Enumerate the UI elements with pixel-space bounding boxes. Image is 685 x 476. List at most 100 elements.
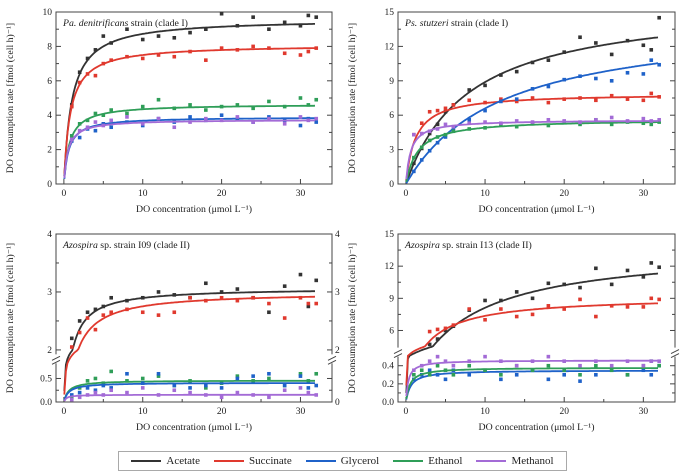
x-axis-label: DO concentration (μmol L⁻¹)	[136, 422, 252, 433]
data-point-succinate	[314, 46, 319, 50]
data-point-succinate	[101, 313, 106, 317]
data-point-glycerol	[93, 388, 98, 393]
data-point-succinate	[306, 49, 311, 54]
data-point-acetate	[546, 281, 551, 286]
data-point-ethanol	[609, 122, 614, 127]
data-point-acetate	[443, 328, 448, 333]
data-point-succinate	[172, 310, 177, 315]
data-point-glycerol	[235, 376, 240, 381]
data-point-ethanol	[412, 372, 416, 377]
data-point-acetate	[85, 310, 90, 315]
fit-curve-acetate	[405, 272, 659, 394]
data-point-succinate	[562, 307, 566, 311]
data-point-methanol	[609, 115, 614, 120]
data-point-succinate	[427, 109, 432, 114]
data-point-methanol	[267, 116, 271, 121]
y-tick-label: 2	[47, 146, 52, 156]
fit-curve-methanol	[405, 359, 658, 397]
legend: Acetate Succinate Glycerol Ethanol Methanol	[118, 451, 567, 471]
y-tick-label: 6	[47, 77, 52, 87]
data-point-methanol	[657, 117, 661, 122]
data-point-ethanol	[609, 368, 614, 373]
legend-line-glycerol-icon	[305, 460, 336, 462]
data-point-methanol	[467, 121, 472, 126]
data-point-methanol	[109, 388, 113, 393]
data-point-ethanol	[251, 106, 255, 111]
data-point-acetate	[282, 20, 287, 25]
data-point-succinate	[251, 44, 255, 49]
data-point-ethanol	[125, 379, 129, 383]
data-point-succinate	[499, 97, 503, 101]
data-point-acetate	[93, 307, 98, 312]
data-point-ethanol	[530, 368, 535, 373]
data-point-glycerol	[467, 372, 472, 377]
axis-break-icon	[327, 355, 337, 361]
data-point-ethanol	[306, 103, 311, 107]
fit-curve-succinate	[63, 47, 315, 176]
x-tick-label: 10	[138, 407, 148, 417]
data-point-succinate	[85, 316, 90, 320]
data-point-glycerol	[443, 377, 448, 382]
data-point-succinate	[235, 298, 240, 303]
axis-break-icon	[393, 349, 403, 355]
data-point-ethanol	[298, 96, 303, 100]
data-point-succinate	[282, 51, 287, 56]
data-point-succinate	[435, 108, 440, 113]
data-point-methanol	[314, 116, 319, 121]
data-point-acetate	[251, 15, 255, 19]
data-point-succinate	[204, 58, 208, 62]
y-tick-label: 3	[47, 288, 52, 298]
data-point-glycerol	[156, 371, 161, 376]
x-tick-label: 30	[296, 189, 306, 199]
series-glycerol	[63, 371, 319, 401]
data-point-ethanol	[267, 376, 271, 381]
data-point-ethanol	[594, 363, 598, 368]
data-point-ethanol	[499, 372, 503, 377]
data-point-glycerol	[267, 371, 271, 376]
data-point-glycerol	[499, 377, 503, 382]
data-point-ethanol	[467, 363, 472, 368]
axis-break-icon	[670, 349, 680, 355]
y-right-tick-label: 2	[335, 346, 340, 356]
y-axis-label: DO consumption rate [fmol (cell h)⁻¹]	[347, 243, 358, 393]
data-point-acetate	[235, 287, 240, 291]
data-point-succinate	[140, 310, 145, 315]
subplot-azospira-i13: 0 10 20 30 0.0 0.2 0.4 6 9 12 15 Azospira sp. strai…	[342, 228, 685, 446]
legend-row: Acetate Succinate Glycerol Ethanol Methanol	[0, 446, 685, 476]
data-point-methanol	[69, 397, 74, 402]
legend-item-ethanol: Ethanol	[393, 455, 462, 467]
data-point-acetate	[514, 290, 519, 294]
data-point-glycerol	[514, 97, 519, 101]
y-tick-label: 8	[47, 42, 52, 52]
data-point-ethanol	[483, 368, 487, 373]
data-point-methanol	[282, 388, 287, 393]
fit-curve-succinate	[405, 95, 658, 181]
series-succinate	[405, 296, 661, 386]
data-point-methanol	[451, 124, 456, 129]
data-point-succinate	[435, 327, 440, 332]
x-tick-label: 10	[138, 189, 148, 199]
data-point-acetate	[204, 27, 208, 31]
data-point-acetate	[140, 37, 145, 42]
data-point-succinate	[609, 93, 614, 98]
data-point-methanol	[93, 120, 98, 124]
y-right-tick-label: 4	[335, 230, 340, 240]
fit-curve-ethanol	[63, 104, 316, 179]
data-point-acetate	[314, 278, 319, 283]
data-point-acetate	[156, 34, 161, 38]
data-point-succinate	[594, 98, 598, 103]
subplot-title: Ps. stutzeri strain (clade I)	[404, 18, 508, 29]
data-point-methanol	[641, 363, 646, 368]
legend-item-glycerol: Glycerol	[305, 455, 379, 467]
data-point-glycerol	[649, 372, 654, 377]
data-point-glycerol	[93, 128, 98, 133]
data-point-glycerol	[109, 125, 113, 130]
data-point-succinate	[499, 307, 503, 311]
data-point-succinate	[467, 98, 472, 103]
data-point-acetate	[499, 73, 503, 77]
data-point-glycerol	[77, 135, 82, 140]
data-point-methanol	[298, 115, 303, 119]
data-point-glycerol	[657, 62, 661, 67]
data-point-acetate	[172, 36, 177, 40]
